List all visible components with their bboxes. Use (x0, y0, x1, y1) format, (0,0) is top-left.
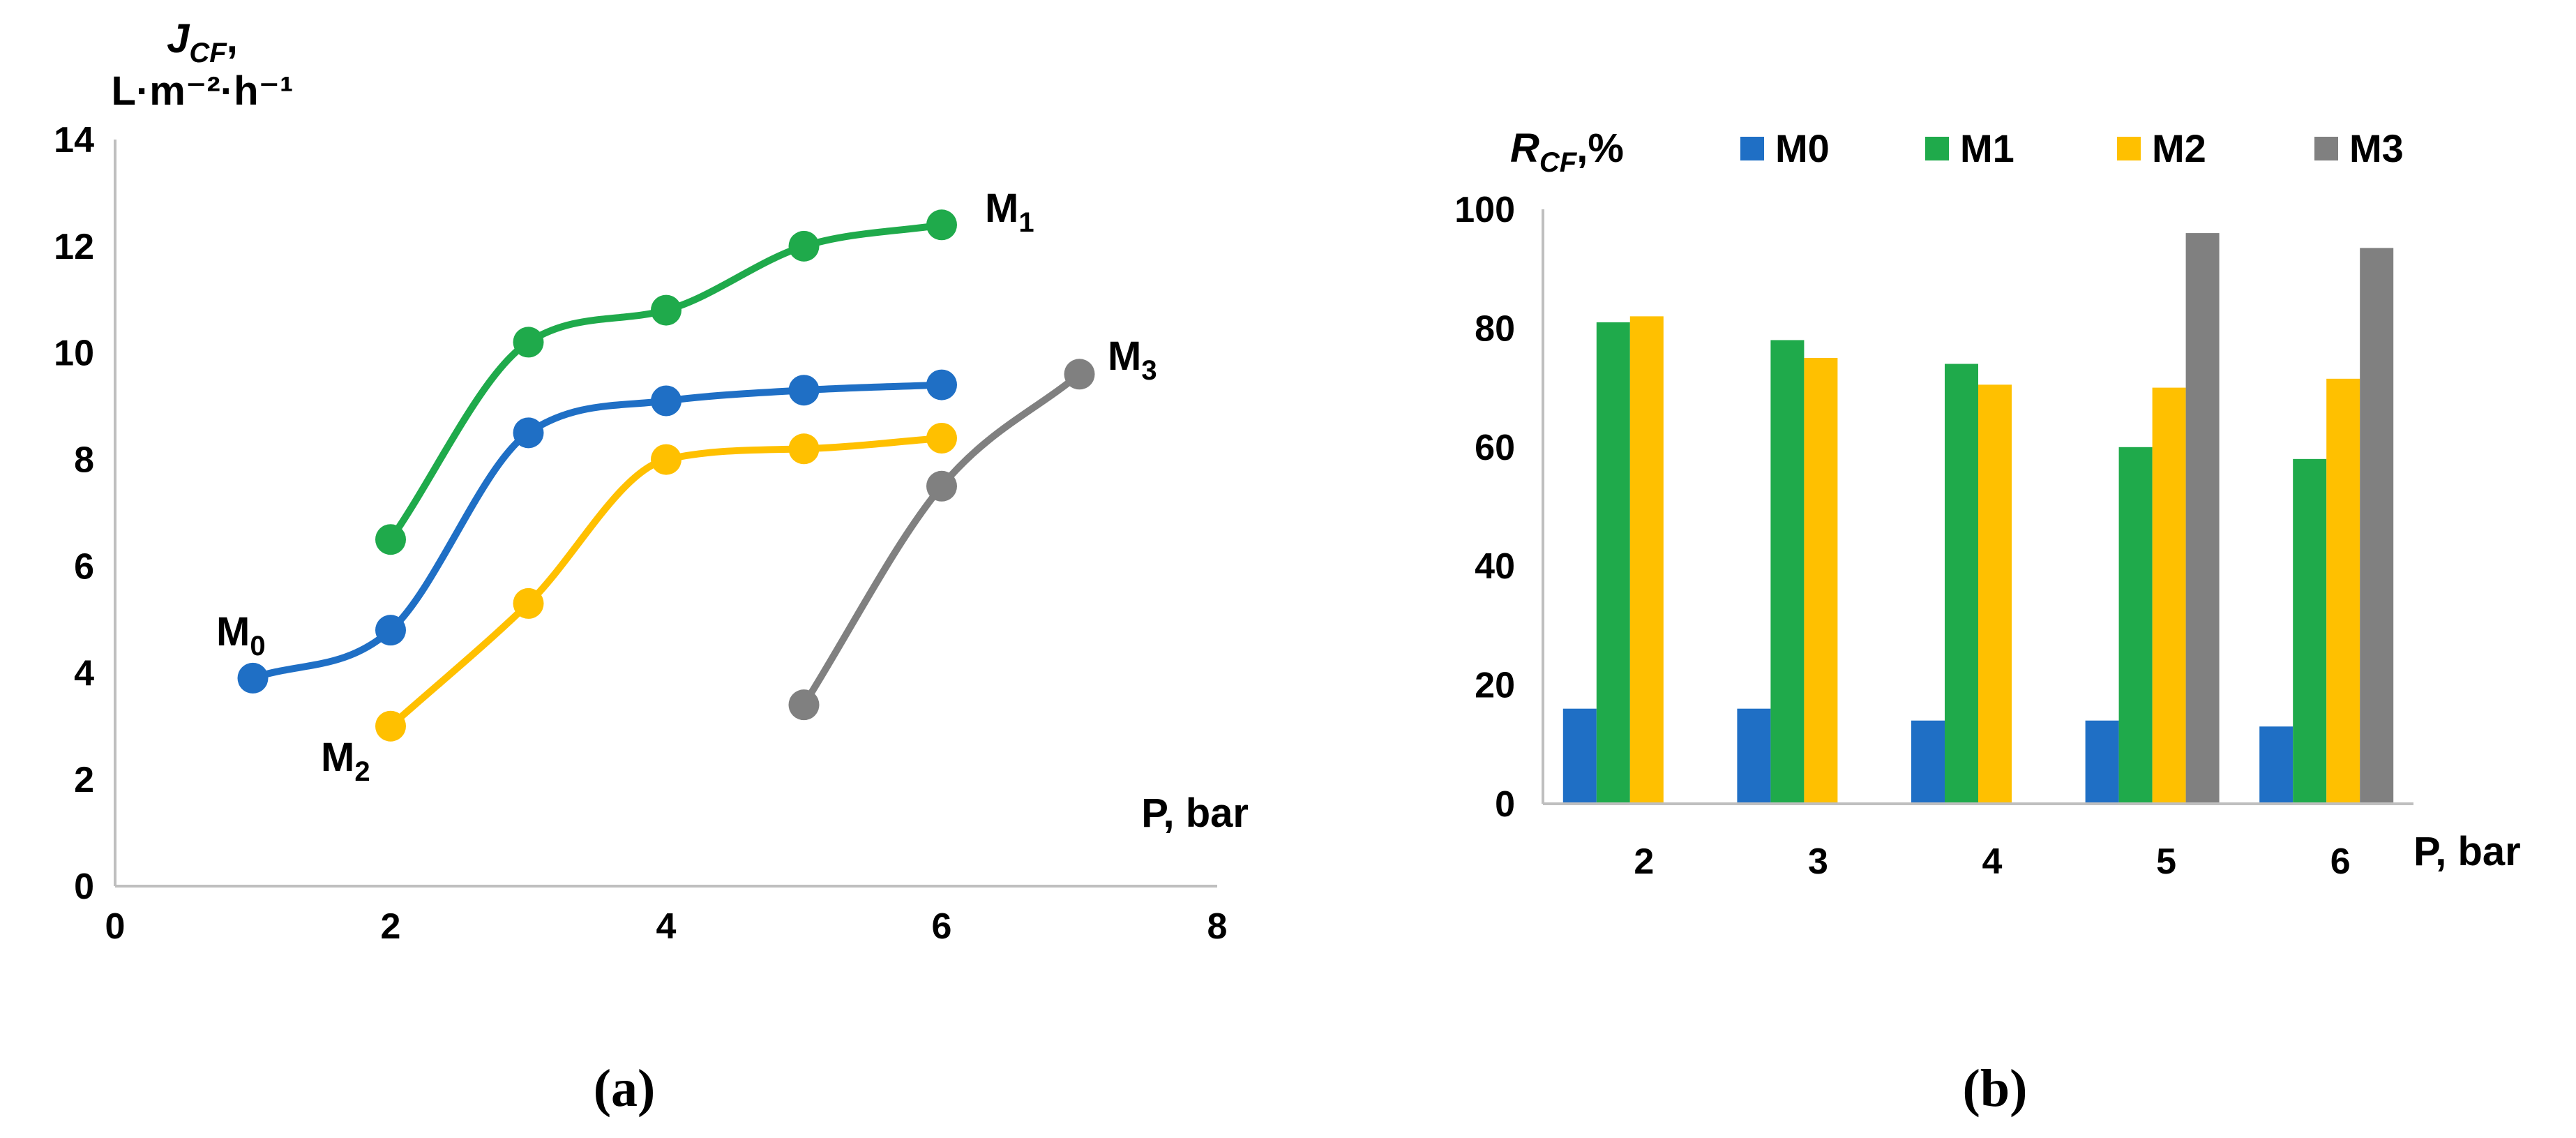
data-point-m3 (1064, 359, 1095, 390)
x-tick-label-a: 0 (105, 906, 126, 947)
data-point-m2 (375, 710, 406, 742)
x-tick-labels-b: 2 3 4 5 6 (1634, 841, 2350, 882)
data-point-m1 (513, 327, 544, 358)
bar-m2-p3 (1804, 358, 1838, 804)
y-tick-label-b: 100 (1454, 190, 1515, 230)
series-label-m2: M2 (321, 735, 370, 787)
rejection-bar-chart: RCF,% M0 M1 M2 M3 0 20 40 60 80 100 2 3 4 5 6 P, bar… (1454, 126, 2520, 1118)
bar-m1-p6 (2293, 458, 2327, 804)
panel-label-a: (a) (594, 1059, 656, 1118)
y-axis-title-b: RCF,% (1510, 126, 1624, 178)
series-label-m0: M0 (216, 609, 266, 661)
series-line-m1 (387, 221, 945, 544)
x-tick-label-b: 4 (1982, 841, 2003, 882)
bar-m2-p5 (2152, 387, 2186, 804)
y-tick-label-a: 14 (54, 120, 94, 160)
data-point-m1 (926, 209, 957, 241)
bar-m2-p2 (1629, 316, 1664, 804)
bar-m0-p4 (1911, 720, 1945, 804)
data-point-m3 (788, 689, 820, 721)
y-tick-label-a: 12 (54, 227, 94, 267)
bar-m1-p3 (1770, 340, 1805, 804)
y-tick-labels-a: 0 2 4 6 8 10 12 14 (54, 120, 94, 907)
data-point-m1 (788, 230, 820, 262)
y-axis-title-a-main: J (167, 16, 190, 61)
series-line-m0 (249, 381, 945, 682)
legend-swatch-m3 (2314, 137, 2338, 160)
x-tick-label-a: 2 (381, 906, 401, 947)
y-tick-label-a: 6 (74, 546, 94, 587)
y-tick-label-b: 0 (1495, 784, 1515, 825)
x-tick-label-a: 6 (932, 906, 952, 947)
data-point-m0 (788, 375, 820, 406)
legend-swatch-m0 (1740, 137, 1764, 160)
y-axis-title-b-main: R (1510, 126, 1539, 171)
x-tick-label-a: 8 (1207, 906, 1228, 947)
bar-m3-p5 (2185, 233, 2220, 804)
bar-m1-p2 (1596, 322, 1630, 804)
data-point-m1 (651, 294, 681, 326)
data-point-m0 (513, 417, 544, 449)
bar-m1-p5 (2118, 447, 2153, 804)
x-axis-title-a: P, bar (1141, 791, 1249, 836)
y-tick-label-a: 2 (74, 760, 94, 800)
bar-m0-p5 (2085, 720, 2119, 804)
legend-label-m0: M0 (1775, 126, 1830, 170)
y-tick-label-a: 4 (74, 653, 94, 694)
series-label-m3: M3 (1108, 334, 1157, 386)
data-point-m0 (926, 369, 957, 400)
y-tick-label-b: 60 (1475, 428, 1515, 468)
data-point-m3 (926, 470, 957, 502)
data-point-m1 (375, 524, 406, 555)
x-tick-label-b: 6 (2330, 841, 2351, 882)
legend-label-m2: M2 (2152, 126, 2206, 170)
series-points-a (237, 209, 1095, 742)
bars-b (1562, 233, 2394, 804)
y-tick-labels-b: 0 20 40 60 80 100 (1454, 190, 1515, 825)
y-axis-title-b-suffix: ,% (1576, 126, 1624, 171)
legend-swatch-m1 (1925, 137, 1949, 160)
y-axis-title-a-sub: CF (189, 38, 227, 68)
x-tick-label-b: 3 (1808, 841, 1828, 882)
x-axis-title-b: P, bar (2413, 829, 2521, 874)
x-tick-label-b: 2 (1634, 841, 1654, 882)
bar-m2-p4 (1978, 384, 2012, 804)
legend-swatch-m2 (2117, 137, 2141, 160)
y-tick-label-b: 80 (1475, 308, 1515, 349)
y-tick-label-b: 40 (1475, 546, 1515, 587)
bar-m0-p6 (2259, 726, 2293, 804)
y-tick-label-a: 10 (54, 334, 94, 374)
y-tick-label-a: 8 (74, 440, 94, 481)
bar-m1-p4 (1945, 364, 1978, 804)
bar-m3-p6 (2360, 248, 2394, 804)
data-point-m0 (237, 662, 269, 694)
panel-label-b: (b) (1963, 1059, 2028, 1118)
series-label-m1: M1 (985, 186, 1034, 238)
data-point-m2 (926, 423, 957, 454)
bar-m2-p6 (2326, 378, 2360, 804)
legend-label-m3: M3 (2349, 126, 2404, 170)
y-axis-title-a-suffix: , (227, 16, 238, 61)
legend-b: M0 M1 M2 M3 (1740, 126, 2404, 170)
x-tick-label-b: 5 (2156, 841, 2176, 882)
bar-m0-p3 (1737, 708, 1771, 804)
data-point-m0 (651, 385, 681, 417)
data-point-m2 (651, 444, 681, 475)
y-tick-label-b: 20 (1475, 666, 1515, 706)
series-line-m2 (387, 435, 945, 730)
bar-m0-p2 (1562, 708, 1597, 804)
y-axis-title-a: JCF, (167, 16, 238, 68)
data-point-m0 (375, 615, 406, 646)
y-axis-title-b-sub: CF (1539, 147, 1578, 178)
x-tick-labels-a: 0 2 4 6 8 (105, 906, 1228, 947)
data-point-m2 (513, 587, 544, 619)
y-axis-unit-a: L·m⁻²·h⁻¹ (112, 68, 294, 114)
legend-label-m1: M1 (1960, 126, 2014, 170)
x-tick-label-a: 4 (656, 906, 677, 947)
y-tick-label-a: 0 (74, 867, 94, 907)
data-point-m2 (788, 433, 820, 465)
